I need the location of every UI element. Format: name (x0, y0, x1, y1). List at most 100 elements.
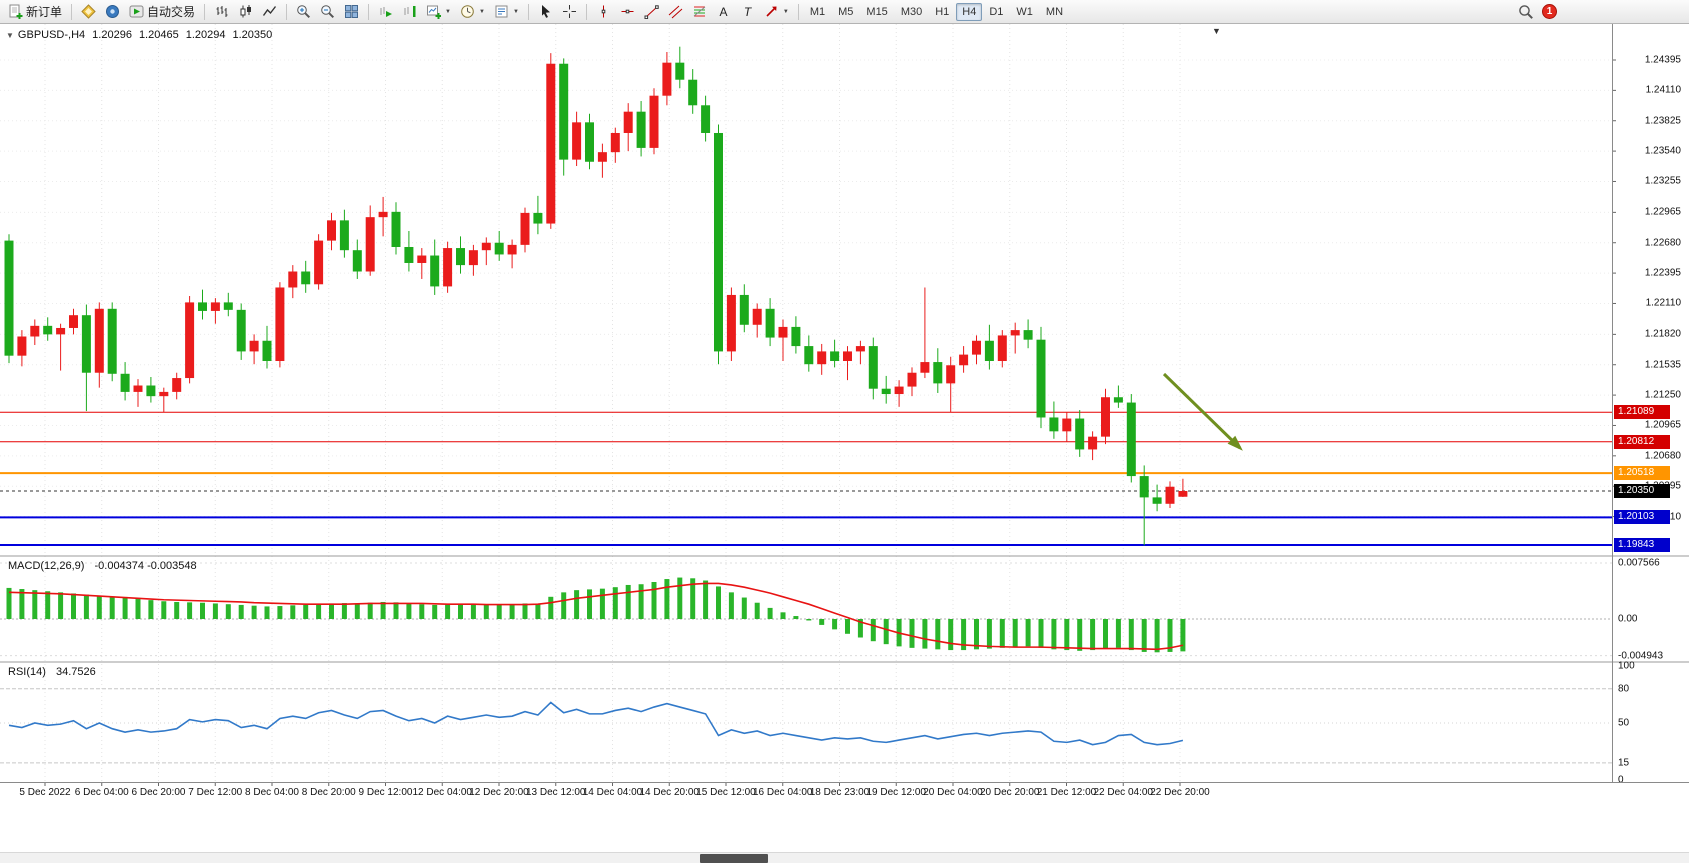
timeframe-button-h4[interactable]: H4 (956, 2, 983, 21)
profiles-icon (461, 5, 474, 18)
toolbar-separator (71, 3, 73, 20)
new-order-icon (9, 4, 23, 19)
notification-badge[interactable]: 1 (1542, 4, 1557, 19)
pane-separators (0, 59, 1689, 786)
candlestick-chart-button[interactable] (234, 2, 257, 22)
time-axis-label: 22 Dec 04:00 (1093, 787, 1154, 798)
line-chart-icon (262, 6, 277, 16)
options-icon (106, 5, 120, 18)
macd-histogram (6, 577, 1186, 653)
text-tool-button[interactable]: A (712, 2, 735, 22)
channel-tool-button[interactable] (664, 2, 687, 22)
timeframe-button-w1[interactable]: W1 (1016, 5, 1033, 18)
price-badge: 1.20518 (1614, 466, 1670, 481)
timeframe-button-d1[interactable]: D1 (989, 5, 1004, 18)
timeframe-button-m30[interactable]: M30 (900, 5, 923, 18)
time-axis-label: 16 Dec 04:00 (753, 787, 813, 798)
macd-axis-label: 0.00 (1618, 613, 1638, 625)
new-order-button[interactable]: 新订单 (4, 2, 66, 22)
metaeditor-button[interactable] (77, 2, 100, 22)
timeframe-button-m5[interactable]: M5 (838, 5, 854, 18)
time-axis-label: 7 Dec 12:00 (188, 787, 243, 798)
time-axis-label: 13 Dec 12:00 (526, 787, 586, 798)
line-chart-button[interactable] (258, 2, 281, 22)
chart-shift-marker-icon[interactable]: ▼ (1212, 26, 1221, 36)
tile-windows-button[interactable] (340, 2, 363, 22)
templates-button[interactable]: ▼ (490, 2, 523, 22)
time-axis[interactable]: 5 Dec 2022 6 Dec 04:00 6 Dec 20:00 7 Dec 12… (0, 782, 1689, 802)
timeframe-button-mn[interactable]: MN (1045, 5, 1064, 18)
trendline-tool-button[interactable] (640, 2, 663, 22)
horizontal-line-tool-button[interactable] (616, 2, 639, 22)
channel-icon (668, 5, 683, 19)
time-axis-label: 12 Dec 20:00 (469, 787, 529, 798)
trendline-icon (644, 5, 659, 19)
chevron-down-icon: ▼ (445, 8, 451, 15)
zoom-out-button[interactable] (316, 2, 339, 22)
label-tool-icon: T (744, 5, 753, 19)
new-chart-icon (427, 5, 442, 19)
macd-indicator-label: MACD(12,26,9) -0.004374 -0.003548 (8, 560, 197, 572)
zoom-out-icon (321, 5, 335, 19)
timeframe-group: M1 M5 M15 M30 H1 H4 D1 W1 MN (804, 2, 1069, 21)
bar-chart-button[interactable] (210, 2, 233, 22)
price-tick-label: 1.23540 (1644, 145, 1681, 157)
fibonacci-icon (693, 6, 706, 17)
price-tick-label: 1.24395 (1644, 54, 1681, 66)
time-axis-label: 18 Dec 23:00 (809, 787, 870, 798)
chart-window: ▼ GBPUSD-,H4 1.20296 1.20465 1.20294 1.20350 … (0, 24, 1689, 863)
cursor-icon (541, 5, 550, 18)
fibonacci-tool-button[interactable] (688, 2, 711, 22)
time-axis-label: 21 Dec 12:00 (1036, 787, 1097, 798)
price-tick-label: 1.22395 (1644, 267, 1681, 279)
price-axis[interactable]: 1.24395 1.24110 1.23825 1.23540 1.23255 1.229… (1612, 24, 1689, 786)
chevron-down-icon: ▼ (512, 8, 519, 15)
horizontal-line-icon (621, 9, 634, 14)
timeframe-button-m15[interactable]: M15 (866, 5, 888, 18)
macd-signal-line (8, 582, 1184, 651)
price-badge: 1.19843 (1614, 538, 1670, 553)
price-tick-label: 1.22680 (1644, 237, 1681, 249)
toolbar-right-group: 1 (1518, 4, 1557, 20)
zoom-in-button[interactable] (292, 2, 315, 22)
rsi-name: RSI(14) (8, 666, 46, 678)
rsi-axis-label: 100 (1618, 660, 1635, 672)
chart-shift-icon (404, 6, 416, 17)
price-tick-label: 1.21535 (1644, 359, 1681, 371)
open-value: 1.20296 (92, 29, 132, 41)
chevron-down-icon: ▼ (478, 8, 485, 15)
rsi-line (8, 701, 1184, 746)
macd-axis-label: -0.004943 (1618, 650, 1664, 662)
one-click-trading-toggle-icon[interactable]: ▼ (6, 31, 14, 40)
auto-trading-button[interactable]: 自动交易 (125, 2, 199, 22)
time-axis-label: 12 Dec 04:00 (412, 787, 473, 798)
horizontal-scrollbar[interactable] (0, 852, 1689, 863)
label-tool-button[interactable]: T (736, 2, 759, 22)
trend-arrow-annotation[interactable] (1162, 372, 1243, 451)
horizontal-level-lines[interactable] (0, 411, 1612, 547)
cursor-tool-button[interactable] (534, 2, 557, 22)
search-icon[interactable] (1518, 4, 1534, 20)
auto-scroll-button[interactable] (374, 2, 397, 22)
scrollbar-thumb[interactable] (700, 854, 768, 863)
price-badge: 1.20812 (1614, 434, 1670, 449)
close-value: 1.20350 (232, 29, 273, 41)
arrows-tool-button[interactable]: ▼ (760, 2, 793, 22)
vertical-line-tool-button[interactable] (592, 2, 615, 22)
profiles-button[interactable]: ▼ (456, 2, 489, 22)
time-axis-label: 15 Dec 12:00 (696, 787, 756, 798)
timeframe-button-m1[interactable]: M1 (809, 5, 826, 18)
crosshair-tool-button[interactable] (558, 2, 581, 22)
auto-scroll-icon (380, 7, 393, 17)
toolbar: 新订单 自动交易 (0, 0, 1689, 24)
macd-axis-label: 0.007566 (1618, 557, 1660, 569)
new-chart-button[interactable]: ▼ (422, 2, 455, 22)
timeframe-button-h1[interactable]: H1 (935, 5, 950, 18)
time-axis-label: 8 Dec 20:00 (301, 787, 356, 798)
high-value: 1.20465 (138, 29, 179, 41)
options-button[interactable] (101, 2, 124, 22)
time-axis-label: 5 Dec 2022 (19, 787, 71, 798)
chart-shift-button[interactable] (398, 2, 421, 22)
chart-canvas[interactable] (0, 24, 1689, 863)
